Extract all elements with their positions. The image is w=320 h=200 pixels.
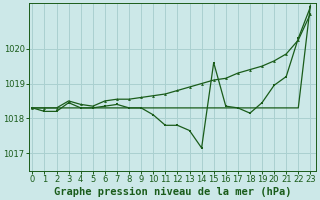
X-axis label: Graphe pression niveau de la mer (hPa): Graphe pression niveau de la mer (hPa) [54, 186, 291, 197]
